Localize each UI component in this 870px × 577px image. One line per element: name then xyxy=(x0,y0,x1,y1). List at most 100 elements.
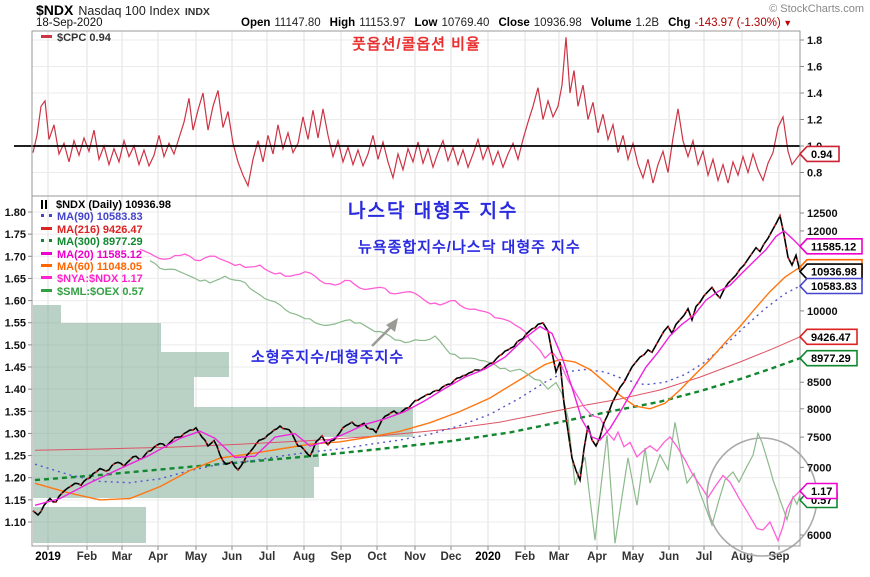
x-axis-label: May xyxy=(185,551,208,563)
quote-label-volume: Volume xyxy=(590,17,632,29)
quote-value-low: 10769.40 xyxy=(441,17,490,29)
quote-value-high: 11153.97 xyxy=(359,17,406,29)
arrow-annotation-head xyxy=(386,318,398,332)
svg-text:9426.47: 9426.47 xyxy=(811,332,851,344)
svg-text:1.17: 1.17 xyxy=(811,486,832,498)
quote-label-close: Close xyxy=(498,17,530,29)
vbp-bar xyxy=(33,305,61,323)
x-axis-label: Oct xyxy=(367,551,386,563)
legend-item-0: $NDX (Daily) 10936.98 xyxy=(41,199,171,211)
ratio-axis-label: 1.65 xyxy=(5,273,26,285)
x-axis-label: Aug xyxy=(293,551,315,563)
annotation-sml-vs-oex: 소형주지수/대형주지수 xyxy=(251,349,405,366)
series-ma300 xyxy=(34,357,800,482)
price-axis-label: 10000 xyxy=(807,306,838,318)
x-axis-label: Nov xyxy=(404,551,426,563)
legend-label: MA(90) 10583.83 xyxy=(57,211,143,224)
quote-value-chg: -143.97 (-1.30%) xyxy=(694,17,781,29)
copyright-label: © StockCharts.com xyxy=(769,3,864,15)
legend-label: MA(300) 8977.29 xyxy=(57,236,143,249)
x-axis-label: May xyxy=(622,551,645,563)
exchange-code: INDX xyxy=(184,6,210,18)
vbp-bar xyxy=(33,377,194,407)
ratio-axis-label: 1.70 xyxy=(5,251,26,263)
legend-marker xyxy=(41,263,52,267)
legend-item-4: MA(20) 11585.12 xyxy=(41,249,171,261)
x-axis-label: Dec xyxy=(440,551,462,563)
ticker-name: Nasdaq 100 Index xyxy=(78,4,180,18)
legend-marker xyxy=(41,239,52,243)
svg-text:8977.29: 8977.29 xyxy=(811,353,851,365)
price-flag-117: 1.17 xyxy=(798,482,838,500)
cpc-axis-label: 1.6 xyxy=(807,62,822,74)
x-axis-label: 2019 xyxy=(35,551,61,563)
ratio-axis-label: 1.30 xyxy=(5,428,26,440)
legend-marker xyxy=(41,214,52,218)
annotation-nya-vs-ndx: 뉴욕종합지수/나스닥 대형주 지수 xyxy=(358,239,581,256)
main-legend: $NDX (Daily) 10936.98 MA(90) 10583.83 MA(2… xyxy=(41,199,171,298)
price-axis-label: 6000 xyxy=(807,530,831,542)
quote-value-close: 10936.98 xyxy=(533,17,582,29)
quote-value-volume: 1.2B xyxy=(635,17,660,29)
cpc-legend: $CPC 0.94 xyxy=(41,32,111,44)
series-type-icon xyxy=(41,200,50,209)
x-axis-label: Feb xyxy=(77,551,97,563)
vbp-bar xyxy=(33,352,229,377)
price-panel xyxy=(32,213,800,544)
quote-label-chg: Chg xyxy=(668,17,691,29)
series-nyandx xyxy=(139,248,800,543)
legend-marker xyxy=(41,288,52,292)
chart-header: $NDX Nasdaq 100 Index INDX xyxy=(36,2,210,20)
vbp-bar xyxy=(33,507,146,543)
cpc-axis-label: 1.8 xyxy=(807,35,822,47)
quote-label-open: Open xyxy=(241,17,271,29)
cpc-axis-label: 1.4 xyxy=(807,88,823,100)
legend-marker xyxy=(41,276,52,280)
price-flag-1093698: 10936.98 xyxy=(798,263,863,280)
svg-text:10583.83: 10583.83 xyxy=(811,281,857,293)
x-axis-label: Jul xyxy=(259,551,276,563)
legend-item-5: MA(60) 11048.05 xyxy=(41,261,171,273)
price-axis-label: 8000 xyxy=(807,404,831,416)
cpc-panel-border xyxy=(31,30,801,197)
ratio-axis-label: 1.45 xyxy=(5,362,26,374)
legend-marker xyxy=(41,226,52,230)
vbp-bar xyxy=(33,407,413,437)
cpc-axis-label: 0.8 xyxy=(807,168,822,180)
price-axis-label: 7500 xyxy=(807,432,831,444)
ratio-axis-label: 1.55 xyxy=(5,318,26,330)
ratio-axis-label: 1.35 xyxy=(5,406,26,418)
x-axis-label: 2020 xyxy=(475,551,501,563)
cpc-panel xyxy=(32,37,800,188)
quote-label-high: High xyxy=(329,17,356,29)
ratio-axis-label: 1.80 xyxy=(5,207,26,219)
chg-down-icon: ▼ xyxy=(780,18,793,28)
cpc-legend-marker xyxy=(41,35,52,38)
legend-label: $NYA:$NDX 1.17 xyxy=(57,273,143,286)
svg-text:10936.98: 10936.98 xyxy=(811,267,857,279)
price-axis-label: 7000 xyxy=(807,462,831,474)
price-axis-label: 12500 xyxy=(807,208,838,220)
annotation-nasdaq-largecap: 나스닥 대형주 지수 xyxy=(348,201,519,222)
price-axis-label: 12000 xyxy=(807,226,838,238)
legend-item-6: $NYA:$NDX 1.17 xyxy=(41,273,171,285)
ratio-axis-label: 1.25 xyxy=(5,451,26,463)
x-axis-label: Mar xyxy=(112,551,133,563)
gridlines xyxy=(28,31,804,550)
x-axis-label: Jun xyxy=(222,551,242,563)
series-smloex xyxy=(149,260,800,544)
legend-label: MA(60) 11048.05 xyxy=(57,260,142,273)
series-ndx xyxy=(32,213,800,517)
annotation-putcall-ratio: 풋옵션/콜옵션 비율 xyxy=(352,36,481,53)
vbp-bar xyxy=(33,323,161,352)
legend-item-1: MA(90) 10583.83 xyxy=(41,211,171,223)
price-flag-1158512: 11585.12 xyxy=(798,238,863,255)
series-ma20 xyxy=(34,230,800,506)
legend-label: MA(20) 11585.12 xyxy=(57,248,142,261)
x-axis-label: Apr xyxy=(148,551,168,563)
cpc-line xyxy=(32,37,800,188)
ratio-axis-label: 1.20 xyxy=(5,473,26,485)
ticker-symbol: $NDX xyxy=(36,2,74,18)
